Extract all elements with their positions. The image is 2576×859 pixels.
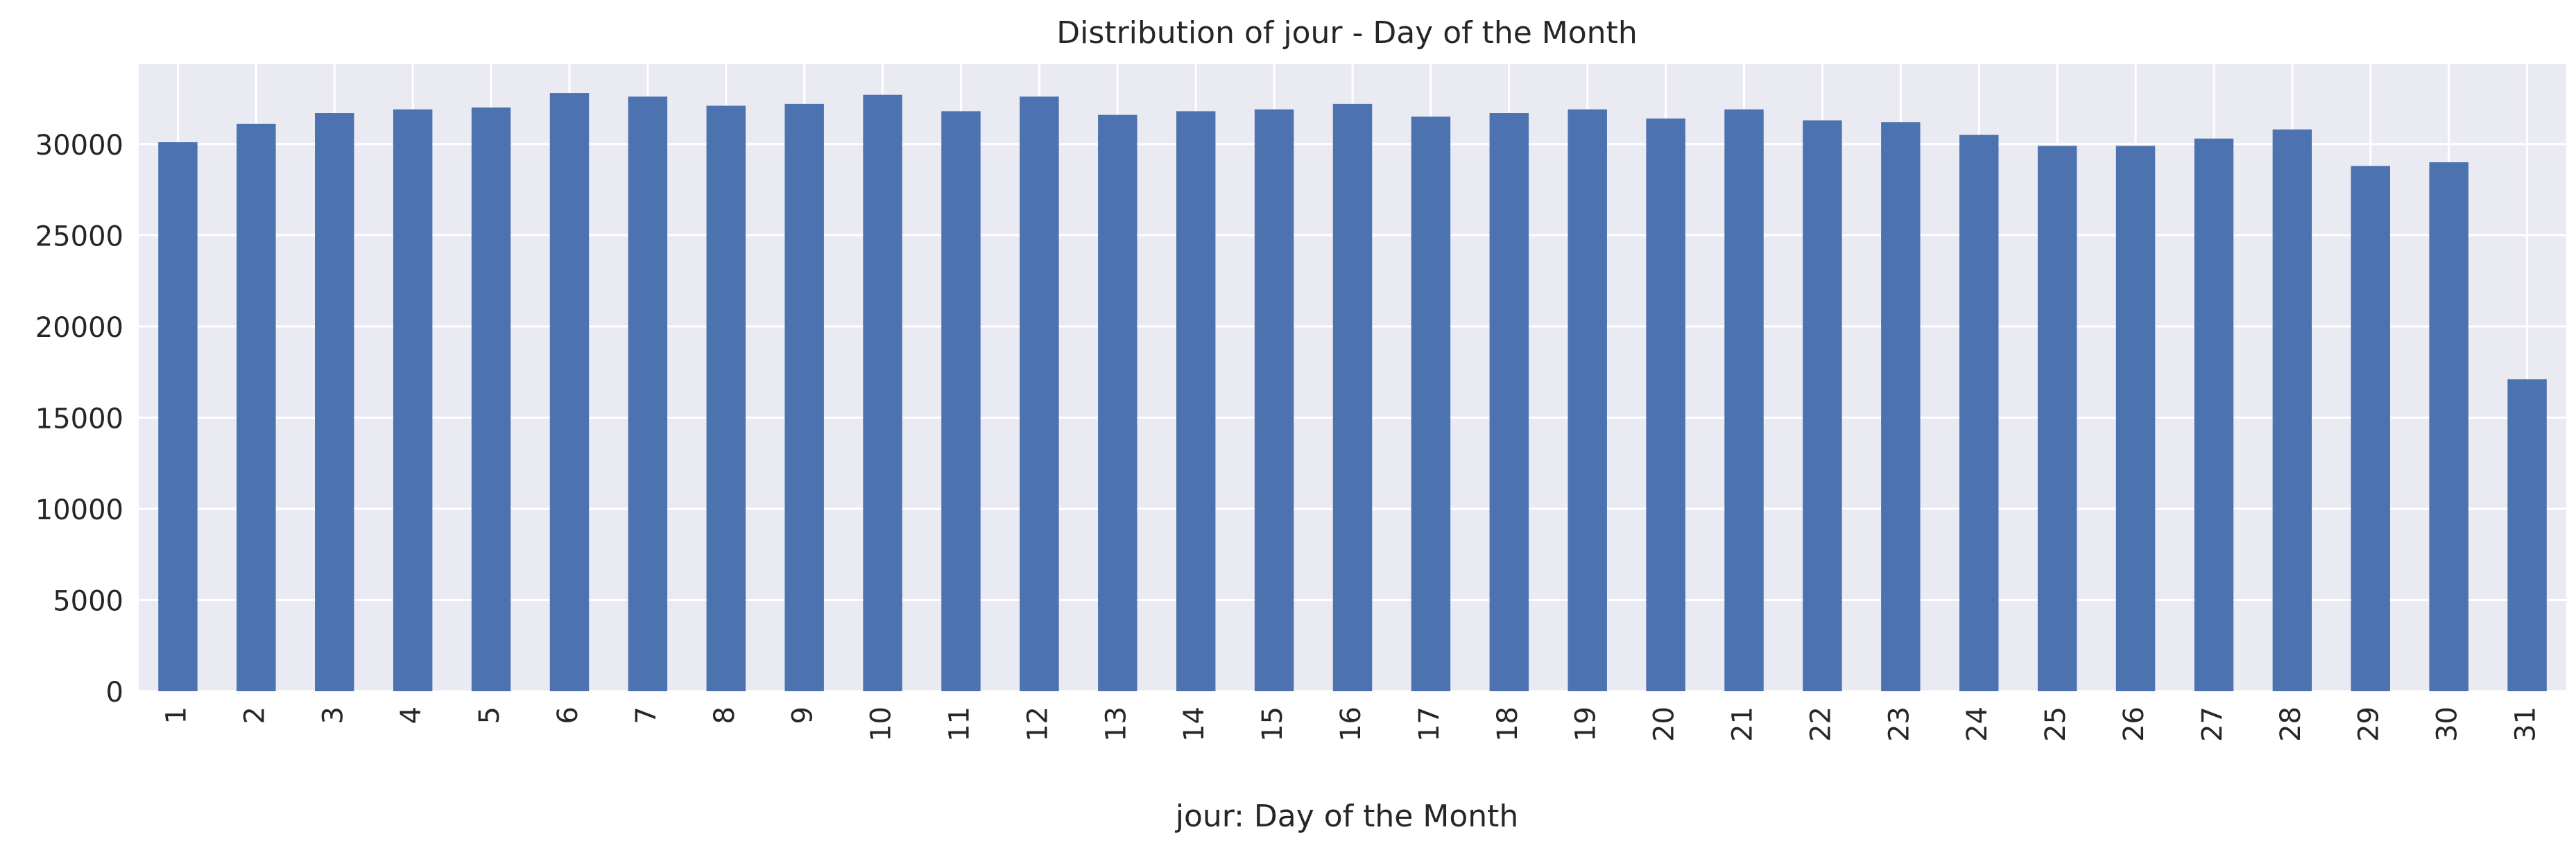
- bar-day-13: [1098, 114, 1137, 692]
- y-tick-label: 25000: [35, 220, 123, 252]
- x-tick-label: 17: [1414, 706, 1445, 742]
- x-tick-label: 10: [866, 706, 898, 742]
- x-tick-label: 29: [2353, 706, 2385, 742]
- x-tick-label: 8: [709, 706, 741, 724]
- bar-day-8: [706, 105, 746, 691]
- x-tick-label: 5: [474, 706, 506, 724]
- x-axis-label: jour: Day of the Month: [1175, 799, 1519, 834]
- x-tick-label: 13: [1100, 706, 1132, 742]
- bar-day-10: [863, 94, 902, 692]
- y-tick-label: 5000: [53, 585, 123, 617]
- bar-day-14: [1176, 111, 1216, 691]
- bar-day-25: [2037, 146, 2077, 692]
- x-tick-label: 26: [2118, 706, 2150, 742]
- bar-day-28: [2272, 129, 2312, 692]
- bar-day-17: [1411, 116, 1451, 692]
- bar-day-23: [1881, 122, 1921, 692]
- x-axis-ticks: 1 2 3 4 5 6 7 8 9 10 11 12 13 14 15 16 17 18 19 20 21 22 23 24 2…: [160, 706, 2541, 742]
- x-tick-label: 6: [552, 706, 584, 724]
- bar-day-4: [393, 109, 433, 691]
- bar-day-11: [941, 111, 981, 691]
- x-tick-label: 16: [1335, 706, 1367, 742]
- y-tick-label: 0: [106, 677, 123, 709]
- x-tick-label: 22: [1805, 706, 1837, 742]
- x-tick-label: 20: [1649, 706, 1681, 742]
- x-tick-label: 2: [239, 706, 271, 724]
- x-tick-label: 12: [1022, 706, 1054, 742]
- bar-day-1: [158, 142, 198, 691]
- bar-day-21: [1724, 109, 1764, 691]
- x-tick-label: 14: [1178, 706, 1210, 742]
- x-tick-label: 3: [317, 706, 349, 724]
- bar-day-6: [549, 93, 590, 691]
- bar-day-12: [1020, 96, 1059, 692]
- bar-day-15: [1254, 109, 1294, 691]
- x-tick-label: 25: [2040, 706, 2072, 742]
- x-tick-label: 11: [943, 706, 975, 742]
- bars: [158, 93, 2547, 692]
- x-tick-label: 15: [1257, 706, 1289, 742]
- x-tick-label: 28: [2275, 706, 2307, 742]
- x-tick-label: 24: [1961, 706, 1993, 742]
- bar-day-2: [237, 123, 276, 691]
- bar-day-16: [1332, 103, 1373, 691]
- x-tick-label: 7: [630, 706, 662, 724]
- bar-day-30: [2429, 162, 2468, 691]
- y-tick-label: 30000: [35, 130, 123, 162]
- x-tick-label: 31: [2510, 706, 2542, 742]
- bar-day-19: [1568, 109, 1607, 691]
- x-tick-label: 30: [2432, 706, 2464, 742]
- bar-day-18: [1489, 113, 1529, 691]
- x-tick-label: 27: [2197, 706, 2229, 742]
- x-tick-label: 4: [395, 706, 427, 724]
- x-tick-label: 23: [1883, 706, 1915, 742]
- bar-day-9: [784, 103, 824, 691]
- y-tick-label: 10000: [35, 494, 123, 526]
- chart-title: Distribution of jour - Day of the Month: [1056, 15, 1637, 51]
- y-tick-label: 15000: [35, 403, 123, 435]
- bar-day-7: [628, 96, 668, 692]
- bar-day-29: [2351, 166, 2390, 692]
- bar-day-22: [1803, 120, 1842, 691]
- x-tick-label: 9: [787, 706, 819, 724]
- y-tick-label: 20000: [35, 312, 123, 344]
- x-tick-label: 21: [1727, 706, 1759, 742]
- x-tick-label: 18: [1492, 706, 1524, 742]
- bar-day-24: [1959, 135, 1999, 691]
- bar-day-26: [2115, 146, 2156, 692]
- bar-day-31: [2507, 379, 2547, 691]
- bar-day-27: [2194, 138, 2234, 691]
- bar-day-20: [1646, 118, 1685, 691]
- x-tick-label: 1: [160, 706, 192, 724]
- x-tick-label: 19: [1570, 706, 1602, 742]
- y-axis-ticks: 0 5000 10000 15000 20000 25000 30000: [35, 130, 123, 709]
- bar-day-3: [315, 113, 354, 691]
- bar-day-5: [471, 107, 511, 692]
